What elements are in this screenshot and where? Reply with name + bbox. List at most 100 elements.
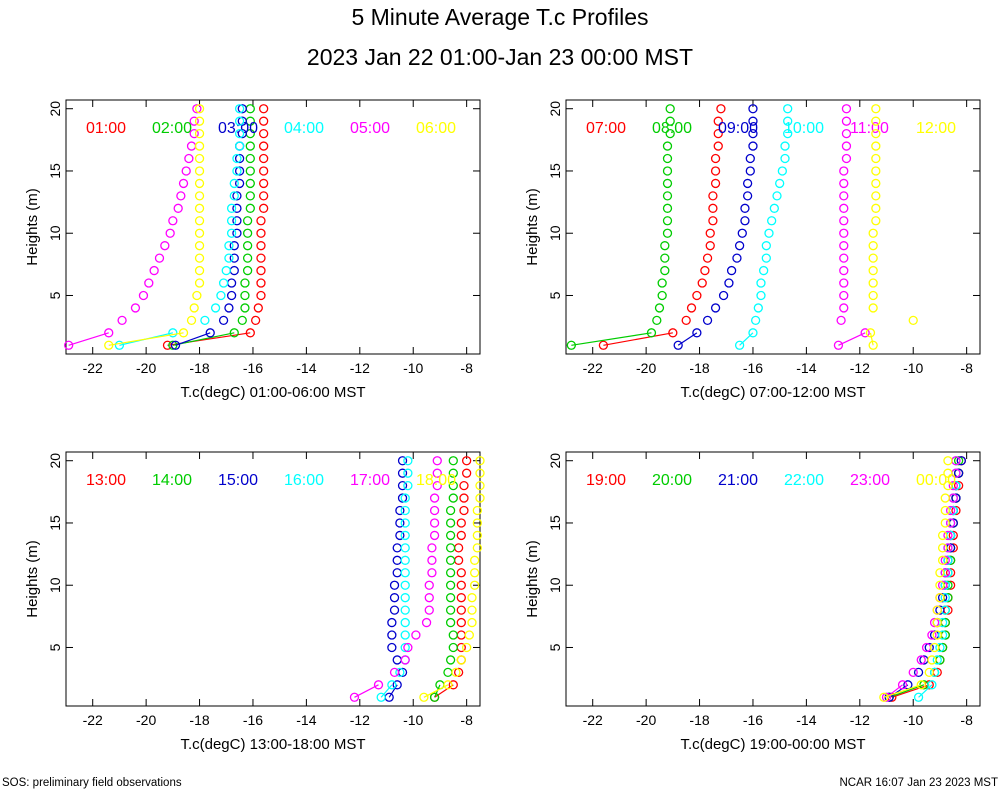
data-point — [775, 178, 785, 189]
data-point — [229, 178, 239, 189]
legend-label-2200: 22:00 — [784, 472, 824, 489]
data-point — [916, 680, 926, 690]
data-point — [194, 141, 205, 151]
data-point — [400, 617, 410, 628]
data-point — [734, 241, 745, 251]
data-point — [392, 655, 402, 665]
data-point — [668, 328, 678, 338]
data-point — [453, 543, 464, 553]
plot-frame — [65, 451, 481, 707]
data-point — [956, 456, 966, 466]
data-point — [456, 617, 466, 628]
data-point — [186, 141, 197, 151]
legend-label-1200: 12:00 — [916, 120, 956, 137]
plot-panel-2: -22 -20 -18 -16 -14 -12 -10 -8 5 10 15 20 T.c(degC) … — [524, 99, 981, 401]
data-point — [945, 505, 956, 516]
data-point — [234, 178, 245, 189]
data-point — [234, 166, 245, 176]
series-near-surface-line — [603, 332, 673, 346]
data-point — [475, 480, 485, 491]
data-point — [937, 543, 948, 553]
data-point — [234, 153, 245, 164]
data-point — [943, 530, 953, 541]
data-point — [839, 178, 849, 189]
data-point — [940, 505, 950, 516]
x-tick-label: -10 — [903, 360, 923, 376]
data-point — [750, 315, 761, 326]
data-point — [387, 642, 397, 653]
data-point — [472, 530, 482, 541]
x-tick-label: -20 — [636, 360, 656, 376]
data-point — [411, 630, 421, 640]
series-1600 — [376, 456, 413, 702]
data-point — [935, 605, 945, 615]
data-point — [742, 191, 753, 201]
data-point — [427, 568, 437, 578]
data-point — [871, 191, 881, 201]
legend-label-0700: 07:00 — [586, 120, 626, 137]
data-point — [871, 128, 881, 139]
series-1900 — [887, 456, 966, 702]
data-point — [448, 456, 458, 466]
data-point — [660, 265, 670, 276]
data-point — [229, 253, 239, 263]
data-point — [841, 141, 852, 151]
data-point — [232, 228, 242, 238]
series-2100 — [884, 456, 966, 702]
series-near-surface-line — [68, 332, 109, 346]
data-point — [448, 480, 458, 491]
data-point — [456, 605, 466, 615]
data-point — [932, 617, 942, 628]
data-point — [713, 116, 723, 126]
data-point — [708, 216, 718, 226]
data-point — [232, 191, 242, 201]
data-point — [662, 166, 673, 176]
legend-label-1700: 17:00 — [350, 472, 390, 489]
data-point — [456, 630, 466, 640]
data-point — [237, 128, 247, 139]
x-tick-label: -18 — [189, 712, 209, 728]
data-point — [871, 203, 881, 213]
data-point — [259, 116, 269, 126]
data-point — [392, 568, 402, 578]
data-point — [953, 480, 964, 491]
data-point — [871, 178, 881, 189]
data-point — [783, 128, 793, 139]
data-point — [400, 555, 410, 565]
data-point — [456, 568, 466, 578]
data-point — [734, 340, 745, 350]
x-tick-label: -12 — [350, 712, 370, 728]
y-tick-label: 15 — [547, 515, 563, 531]
data-point — [654, 303, 665, 313]
data-point — [245, 191, 255, 201]
data-point — [839, 265, 849, 276]
data-point — [218, 278, 229, 288]
series-1200 — [865, 104, 918, 350]
data-point — [445, 568, 456, 578]
data-point — [400, 518, 410, 528]
data-point — [464, 630, 474, 640]
plot-frame — [565, 451, 981, 707]
x-tick-label: -14 — [296, 360, 316, 376]
data-point — [871, 166, 881, 176]
series-near-surface-line — [108, 332, 184, 346]
data-point — [745, 153, 755, 164]
data-point — [397, 468, 408, 478]
data-point — [705, 241, 715, 251]
data-point — [234, 141, 245, 151]
data-point — [839, 166, 849, 176]
data-point — [256, 253, 266, 263]
data-point — [392, 680, 402, 690]
x-tick-label: -12 — [850, 712, 870, 728]
data-point — [953, 456, 964, 466]
data-point — [245, 328, 255, 338]
x-tick-label: -18 — [189, 360, 209, 376]
data-point — [173, 203, 183, 213]
data-point — [210, 303, 221, 313]
data-point — [429, 530, 440, 541]
data-point — [194, 241, 205, 251]
data-point — [194, 265, 205, 276]
data-point — [194, 191, 205, 201]
data-point — [259, 141, 269, 151]
data-point — [710, 303, 721, 313]
